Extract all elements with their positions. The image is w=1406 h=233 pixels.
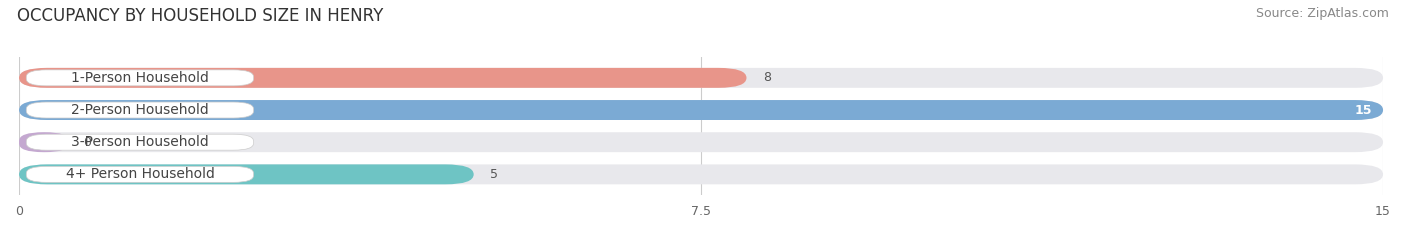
FancyBboxPatch shape: [20, 164, 474, 184]
FancyBboxPatch shape: [20, 100, 1384, 120]
Text: 2-Person Household: 2-Person Household: [72, 103, 209, 117]
FancyBboxPatch shape: [20, 100, 1384, 120]
FancyBboxPatch shape: [27, 166, 253, 182]
Text: Source: ZipAtlas.com: Source: ZipAtlas.com: [1256, 7, 1389, 20]
FancyBboxPatch shape: [20, 68, 1384, 88]
FancyBboxPatch shape: [27, 134, 253, 150]
FancyBboxPatch shape: [27, 102, 253, 118]
Text: 4+ Person Household: 4+ Person Household: [66, 167, 214, 181]
FancyBboxPatch shape: [20, 132, 1384, 152]
Text: 0: 0: [83, 136, 90, 149]
Text: 1-Person Household: 1-Person Household: [72, 71, 209, 85]
Text: 3-Person Household: 3-Person Household: [72, 135, 209, 149]
FancyBboxPatch shape: [20, 132, 69, 152]
FancyBboxPatch shape: [20, 68, 747, 88]
Text: 15: 15: [1354, 103, 1372, 116]
FancyBboxPatch shape: [20, 164, 1384, 184]
FancyBboxPatch shape: [27, 70, 253, 86]
Text: 5: 5: [491, 168, 498, 181]
Text: 8: 8: [763, 71, 770, 84]
Text: OCCUPANCY BY HOUSEHOLD SIZE IN HENRY: OCCUPANCY BY HOUSEHOLD SIZE IN HENRY: [17, 7, 384, 25]
